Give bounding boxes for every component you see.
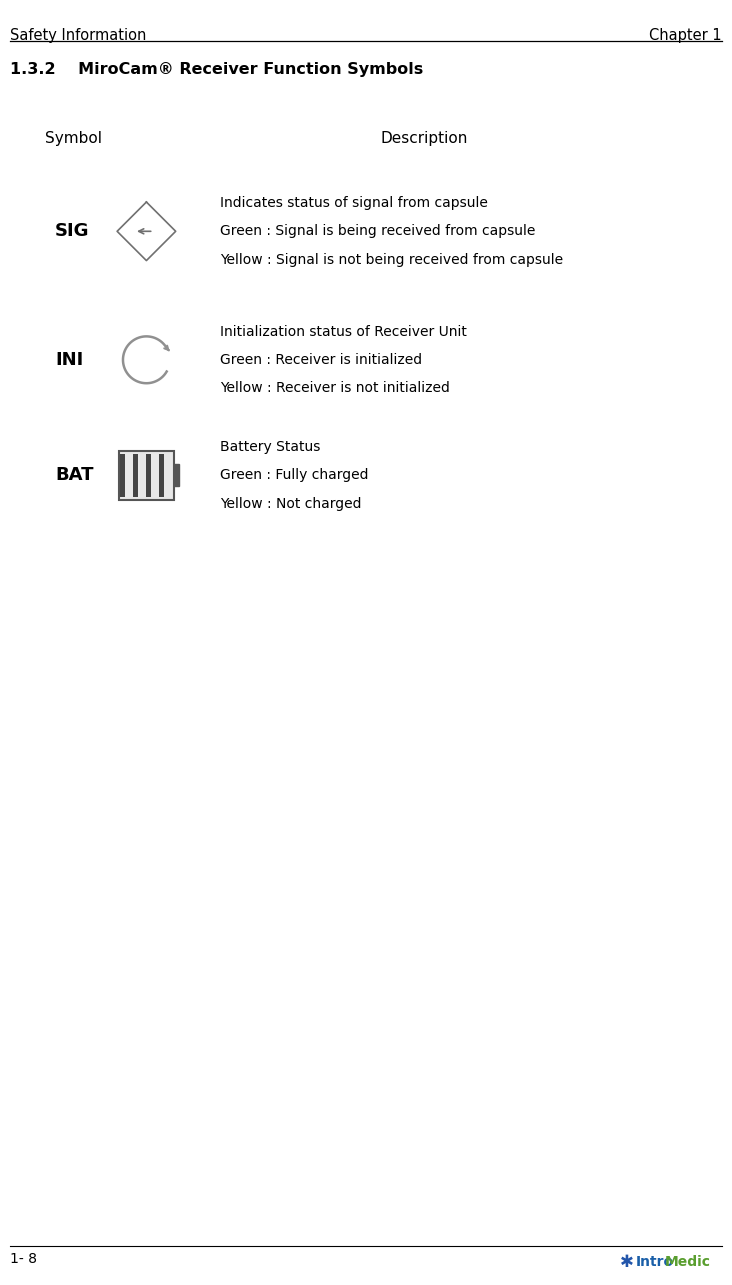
Text: Intro: Intro <box>636 1255 674 1268</box>
Bar <box>120 454 125 497</box>
Text: Chapter 1: Chapter 1 <box>649 28 722 44</box>
Text: Description: Description <box>381 131 468 146</box>
Text: Battery Status: Battery Status <box>220 441 320 454</box>
Bar <box>160 454 164 497</box>
Bar <box>133 454 138 497</box>
Bar <box>146 454 151 497</box>
Text: ✱: ✱ <box>620 1253 633 1271</box>
Bar <box>174 464 179 487</box>
Text: Yellow : Receiver is not initialized: Yellow : Receiver is not initialized <box>220 382 449 394</box>
Bar <box>119 451 174 500</box>
Text: Symbol: Symbol <box>45 131 102 146</box>
Text: Green : Fully charged: Green : Fully charged <box>220 469 368 482</box>
Text: 1.3.2    MiroCam® Receiver Function Symbols: 1.3.2 MiroCam® Receiver Function Symbols <box>10 62 424 77</box>
Text: INI: INI <box>55 351 83 369</box>
Text: Indicates status of signal from capsule: Indicates status of signal from capsule <box>220 197 488 209</box>
Text: Medic: Medic <box>665 1255 711 1268</box>
Text: Green : Signal is being received from capsule: Green : Signal is being received from ca… <box>220 225 535 238</box>
Text: Safety Information: Safety Information <box>10 28 146 44</box>
Text: Initialization status of Receiver Unit: Initialization status of Receiver Unit <box>220 325 466 338</box>
Text: BAT: BAT <box>55 466 94 484</box>
Text: Yellow : Not charged: Yellow : Not charged <box>220 497 361 510</box>
Text: SIG: SIG <box>55 222 89 240</box>
Text: Yellow : Signal is not being received from capsule: Yellow : Signal is not being received fr… <box>220 253 563 266</box>
Text: 1- 8: 1- 8 <box>10 1252 37 1266</box>
Text: Green : Receiver is initialized: Green : Receiver is initialized <box>220 353 422 366</box>
